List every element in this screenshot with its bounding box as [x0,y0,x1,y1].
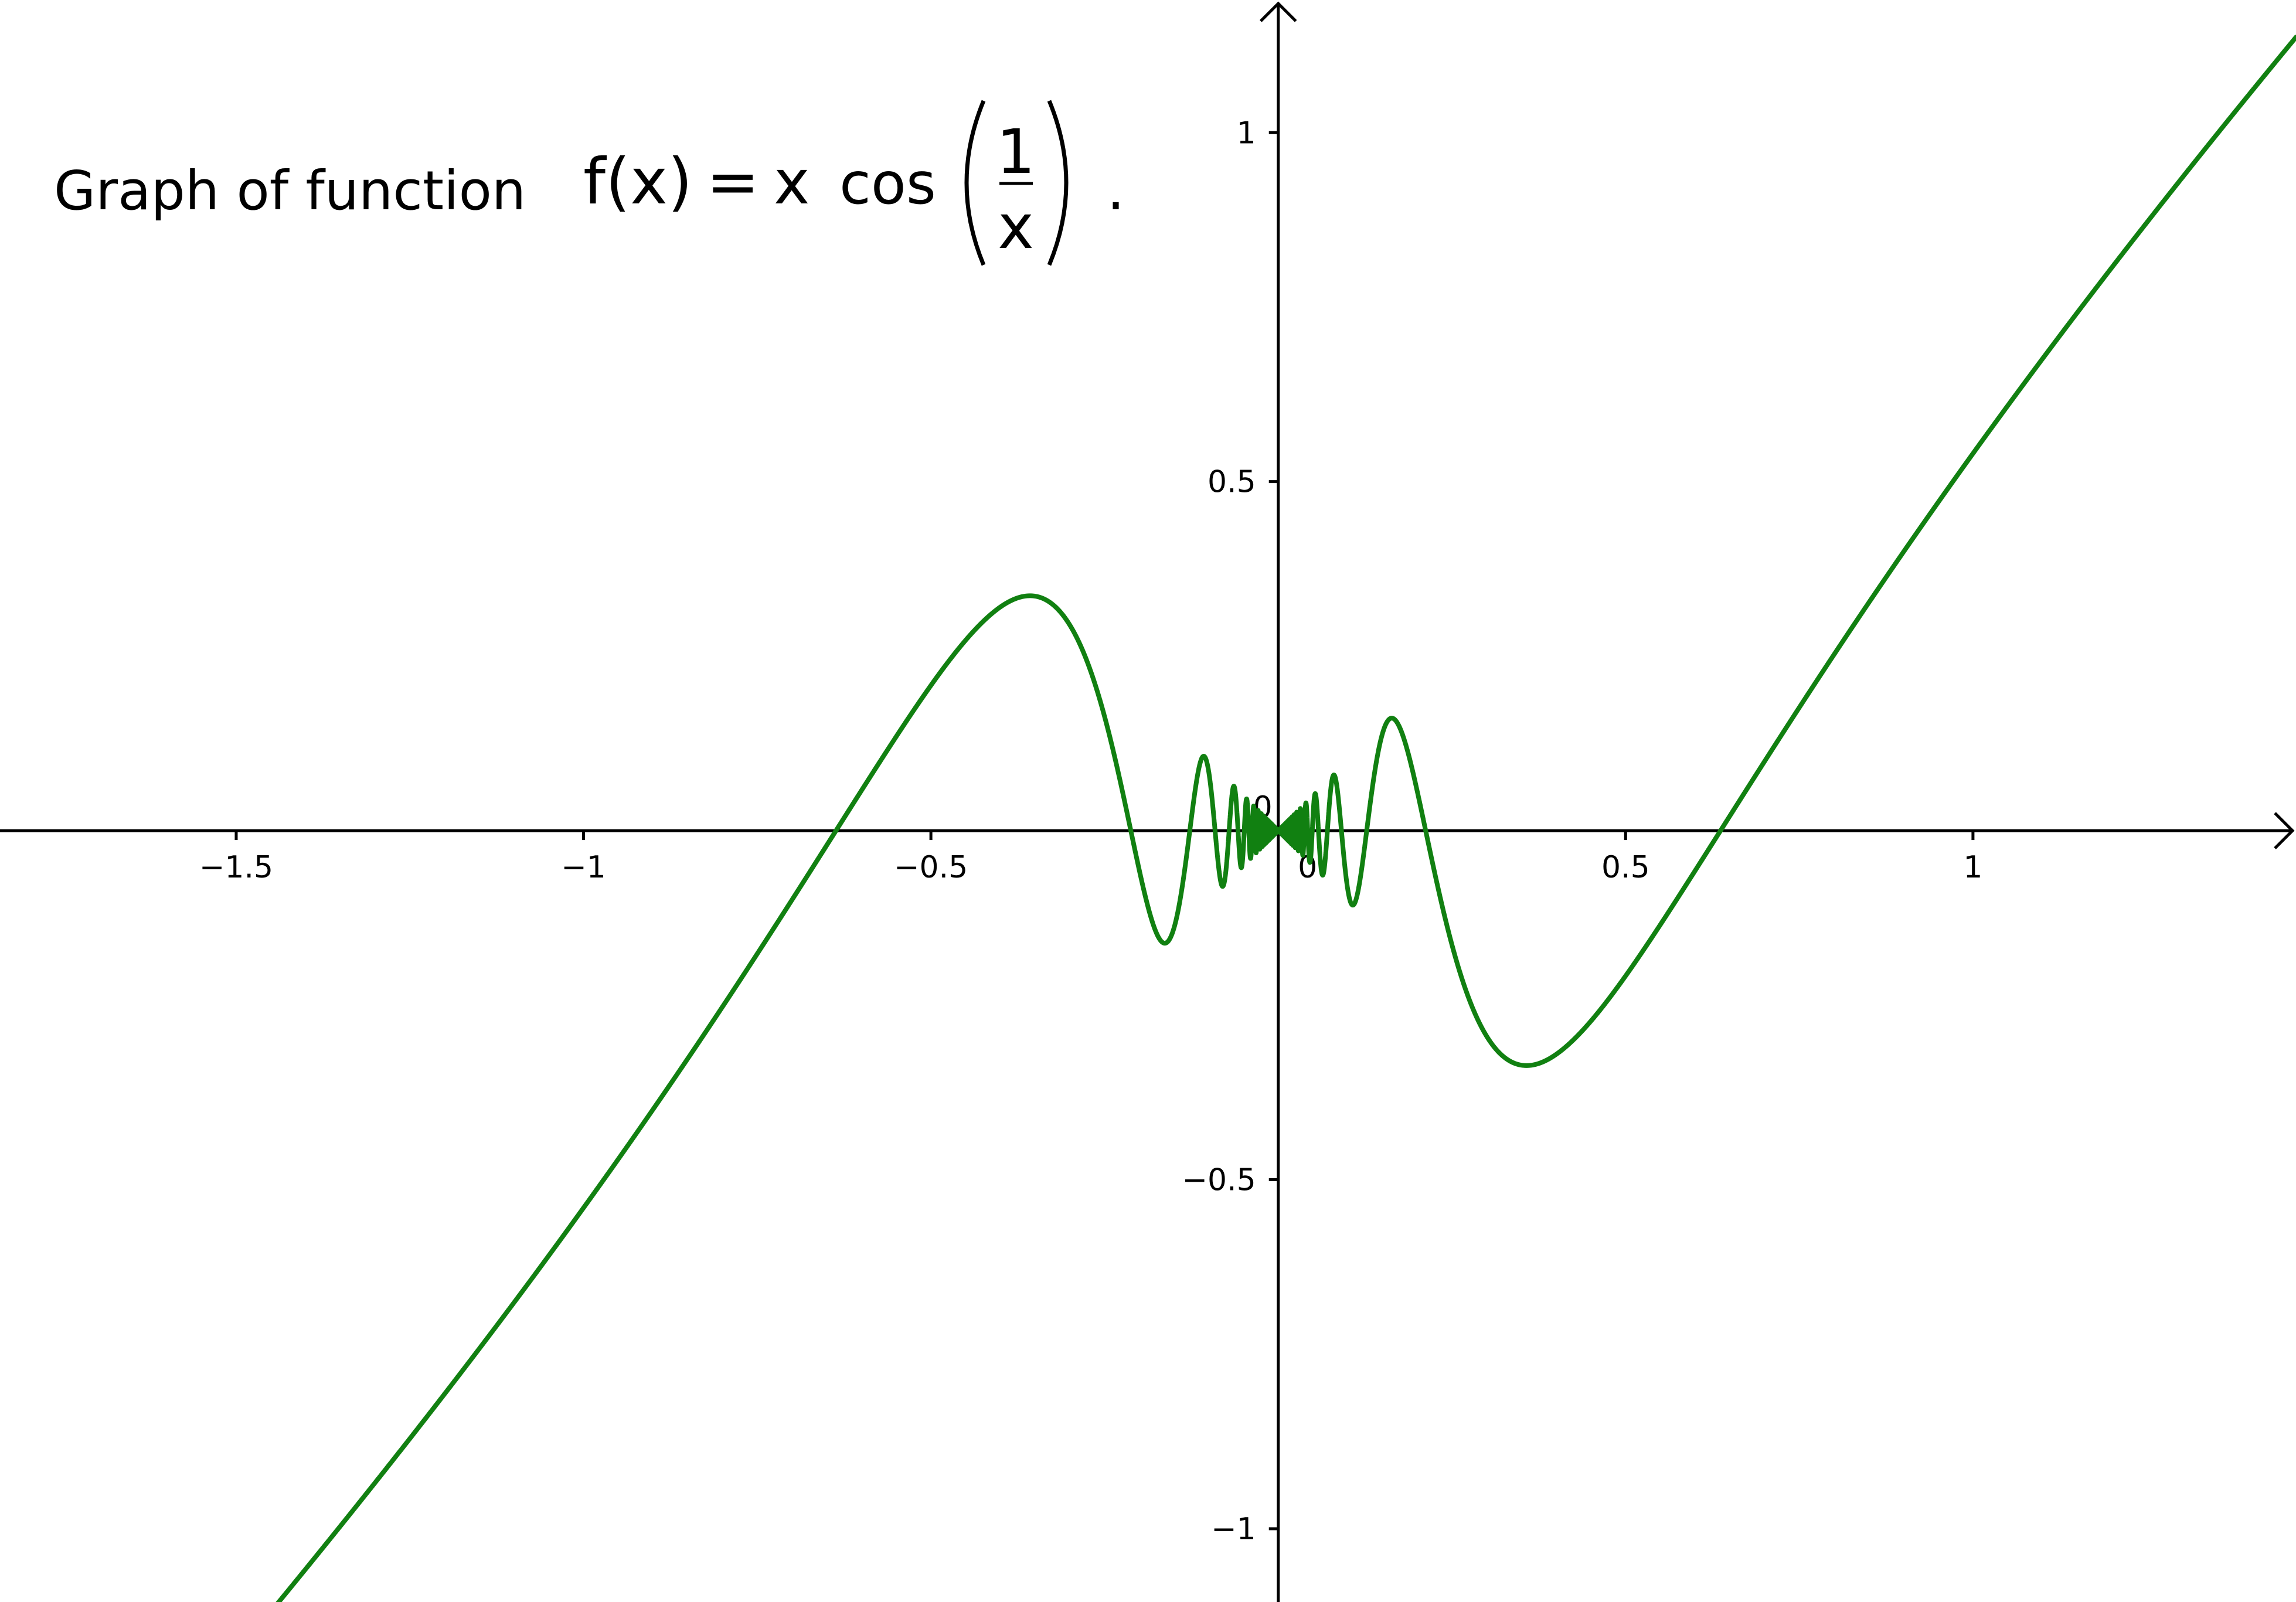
x-tick-label: 1 [1963,850,1982,885]
y-tick-label: 1 [1237,115,1256,151]
x-axis-arrowhead [2274,812,2295,849]
title-fx: f(x) [583,145,692,219]
title-denominator: x [998,191,1034,263]
x-tick-label: −1 [561,850,606,885]
right-parenthesis [1047,100,1069,266]
x-tick-label: −0.5 [894,850,968,885]
function-curve [275,35,2296,1602]
title-cos: cos [839,151,936,217]
x-tick-label: 0.5 [1601,850,1650,885]
chart-title: Graph of function f(x) = x cos 1 x . [54,100,1125,266]
axis-ticks: −1.5 −1 −0.5 0.5 110.5−0.5−100 [199,115,1983,1547]
y-tick-label: −1 [1211,1512,1256,1547]
y-axis-arrowhead [1259,1,1297,22]
title-x: x [774,147,810,218]
title-numerator: 1 [996,116,1035,188]
title-period: . [1107,157,1125,223]
y-tick-label: −0.5 [1182,1163,1256,1198]
x-tick-label: −1.5 [199,850,273,885]
title-equals: = [706,145,760,219]
left-parenthesis [964,100,986,266]
title-prefix: Graph of function [54,159,526,222]
y-tick-label: 0.5 [1207,465,1256,500]
